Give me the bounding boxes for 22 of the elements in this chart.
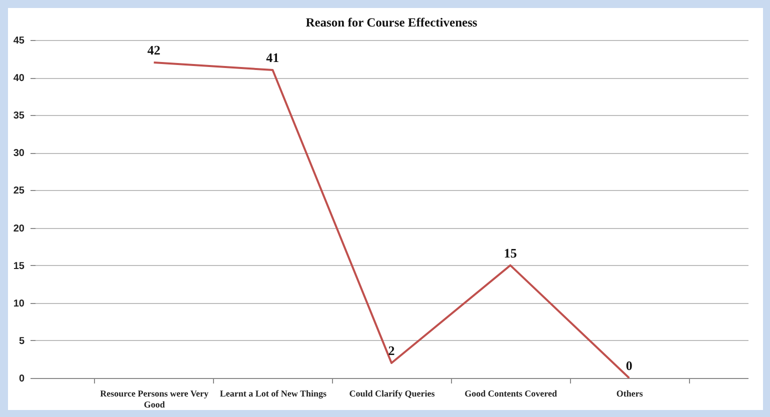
y-tick-label: 10 xyxy=(13,298,25,310)
y-tick-label: 20 xyxy=(13,223,25,234)
y-tick-label: 45 xyxy=(13,36,25,46)
data-label: 42 xyxy=(147,42,160,58)
y-tick-label: 30 xyxy=(13,148,25,160)
chart-title: Reason for Course Effectiveness xyxy=(306,16,478,30)
x-tick-label: Others xyxy=(616,388,644,398)
x-tick-label: Learnt a Lot of New Things xyxy=(220,388,327,398)
data-label: 0 xyxy=(626,358,632,373)
y-tick-label: 25 xyxy=(13,186,25,197)
x-tick-label: Good Contents Covered xyxy=(464,388,558,398)
data-label: 41 xyxy=(266,50,280,66)
y-tick-label: 40 xyxy=(13,73,25,84)
x-tick-label: Resource Persons were Very Good xyxy=(100,388,210,410)
y-tick-label: 0 xyxy=(18,374,25,384)
line-series xyxy=(152,62,630,379)
y-tick-label: 15 xyxy=(13,260,25,272)
x-tick-label: Could Clarify Queries xyxy=(349,388,436,398)
data-label: 15 xyxy=(504,245,518,260)
y-tick-label: 5 xyxy=(18,336,25,347)
y-tick-label: 35 xyxy=(13,110,25,122)
data-label: 2 xyxy=(388,342,395,358)
